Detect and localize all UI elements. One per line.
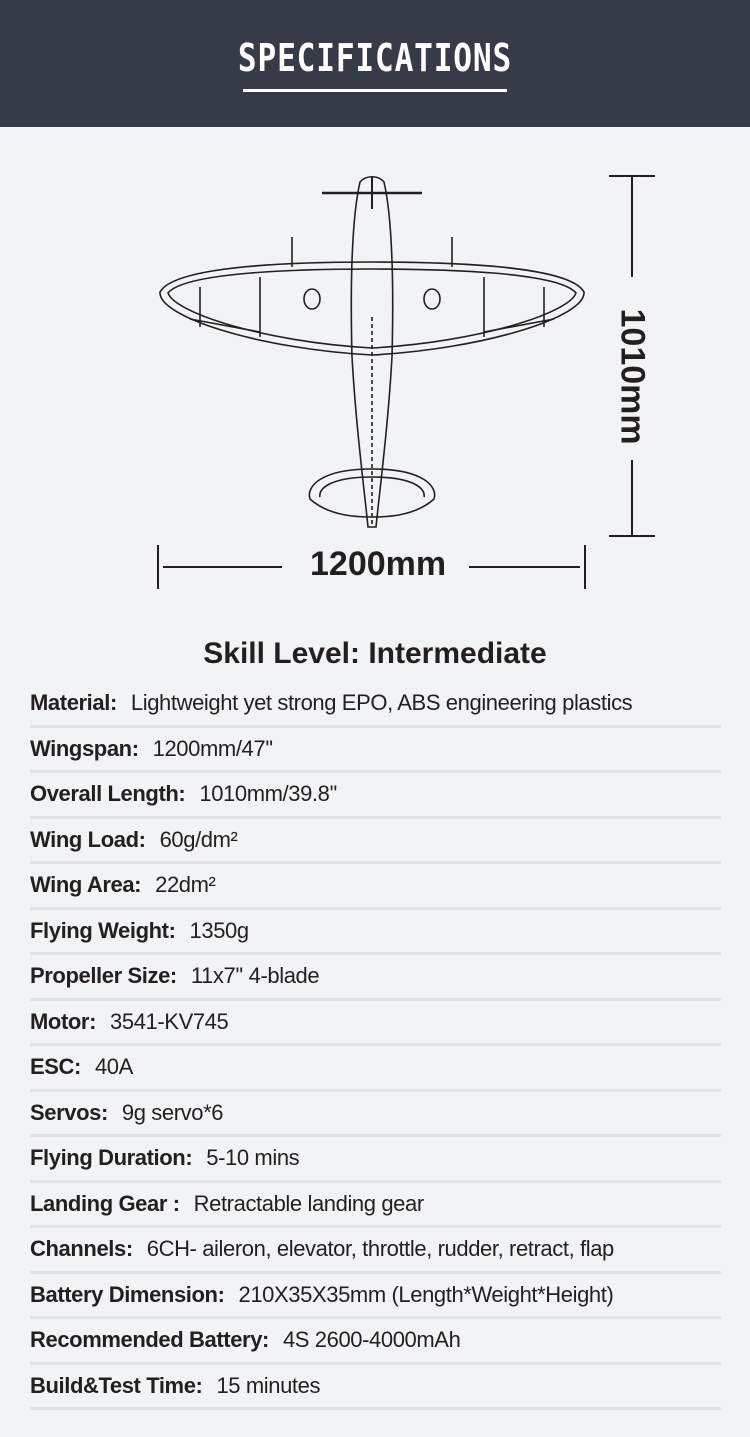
spec-label: Wing Load: <box>30 826 146 852</box>
spec-value: 15 minutes <box>216 1372 321 1398</box>
spec-value: 11x7'' 4-blade <box>190 963 320 989</box>
spec-label: ESC: <box>30 1054 81 1080</box>
spec-label: Battery Dimension: <box>30 1281 225 1307</box>
spec-row: Motor: 3541-KV745 <box>30 1001 721 1046</box>
spec-label: Landing Gear : <box>30 1190 180 1216</box>
spec-row: Wing Area: 22dm² <box>30 864 721 910</box>
spec-value: 5-10 mins <box>206 1145 300 1171</box>
spec-label: Servos: <box>30 1099 108 1125</box>
spec-row: Build&Test Time: 15 minutes <box>30 1365 721 1410</box>
spec-table: Material: Lightweight yet strong EPO, ABS… <box>30 682 721 1410</box>
spec-value: 4S 2600-4000mAh <box>282 1327 461 1353</box>
spec-row: Propeller Size: 11x7'' 4-blade <box>30 955 721 1001</box>
header-banner: SPECIFICATIONS <box>0 0 750 127</box>
spec-row: Overall Length: 1010mm/39.8'' <box>30 773 721 819</box>
spec-row: Battery Dimension: 210X35X35mm (Length*We… <box>30 1274 721 1319</box>
spec-label: Build&Test Time: <box>30 1372 203 1398</box>
spec-row: Channels: 6CH- aileron, elevator, throttl… <box>30 1228 721 1274</box>
spec-value: 1350g <box>189 917 250 943</box>
spec-value: 9g servo*6 <box>121 1099 224 1125</box>
airplane-top-view <box>157 175 655 589</box>
spec-row: Wing Load: 60g/dm² <box>30 819 721 864</box>
spec-row: Material: Lightweight yet strong EPO, ABS… <box>30 682 721 728</box>
spec-row: Flying Duration: 5-10 mins <box>30 1137 721 1183</box>
spec-row: Wingspan: 1200mm/47'' <box>30 728 721 773</box>
title-underline <box>243 89 507 92</box>
spec-label: Flying Duration: <box>30 1145 193 1171</box>
wingspan-dimension-label: 1200mm <box>310 545 447 583</box>
spec-value: 6CH- aileron, elevator, throttle, rudder… <box>146 1236 615 1262</box>
skill-level-heading: Skill Level: Intermediate <box>203 637 547 670</box>
spec-value: 210X35X35mm (Length*Weight*Height) <box>238 1281 614 1307</box>
spec-value: 1010mm/39.8'' <box>199 781 338 807</box>
spec-value: 40A <box>94 1054 133 1080</box>
spec-row: Servos: 9g servo*6 <box>30 1092 721 1137</box>
spec-value: Lightweight yet strong EPO, ABS engineer… <box>130 690 633 716</box>
spec-label: Propeller Size: <box>30 963 177 989</box>
spec-value: Retractable landing gear <box>193 1190 425 1216</box>
spec-value: 3541-KV745 <box>110 1008 229 1034</box>
spec-label: Channels: <box>30 1236 133 1262</box>
spec-label: Overall Length: <box>30 781 186 807</box>
spec-row: Flying Weight: 1350g <box>30 910 721 955</box>
spec-row: Recommended Battery: 4S 2600-4000mAh <box>30 1319 721 1365</box>
spec-label: Flying Weight: <box>30 917 176 943</box>
spec-value: 22dm² <box>155 872 216 898</box>
page-title: SPECIFICATIONS <box>237 36 513 80</box>
spec-value: 1200mm/47'' <box>152 735 274 761</box>
spec-label: Wingspan: <box>30 735 139 761</box>
length-dimension-label: 1010mm <box>613 308 652 445</box>
spec-row: ESC: 40A <box>30 1046 721 1092</box>
spec-label: Material: <box>30 690 117 716</box>
spec-label: Motor: <box>30 1008 97 1034</box>
spec-label: Wing Area: <box>30 872 142 898</box>
spec-row: Landing Gear : Retractable landing gear <box>30 1183 721 1228</box>
spec-label: Recommended Battery: <box>30 1327 269 1353</box>
spec-value: 60g/dm² <box>159 826 238 852</box>
airplane-drawing-area: 1200mm 1010mm <box>0 127 750 627</box>
